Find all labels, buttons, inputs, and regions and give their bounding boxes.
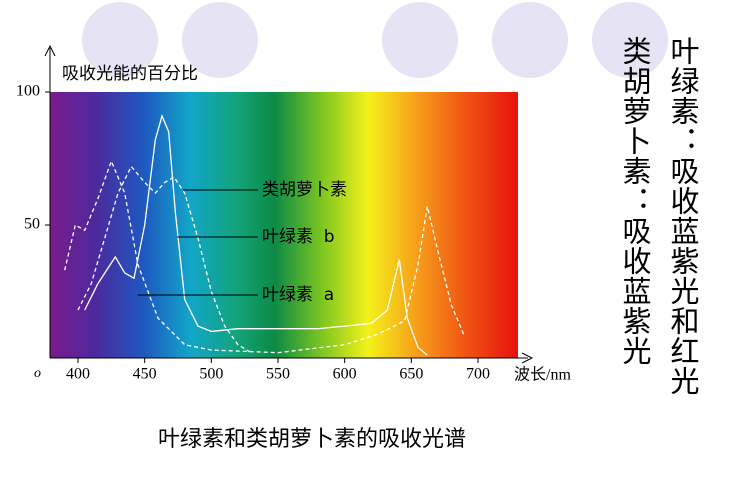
decor-circles [82, 2, 668, 78]
x-tick-label: 500 [199, 366, 223, 383]
y-arrow [44, 44, 56, 57]
y-tick-label: 50 [24, 216, 40, 233]
spectrum-line [64, 159, 466, 354]
series-label: 类胡萝卜素 [262, 180, 347, 200]
origin-label: o [34, 366, 41, 381]
series-label: 叶绿素 a [262, 285, 334, 305]
annotation: 叶绿素：吸收蓝紫光和红光 [666, 36, 700, 396]
x-tick-label: 650 [399, 366, 423, 383]
x-arrow [521, 352, 534, 364]
x-tick-label: 450 [133, 366, 157, 383]
spectrum-line [77, 165, 252, 354]
x-tick-label: 550 [266, 366, 290, 383]
y-axis-title: 吸收光能的百分比 [62, 64, 198, 84]
x-tick-label: 600 [333, 366, 357, 383]
series-label: 叶绿素 b [262, 227, 335, 247]
spectrum-background [50, 92, 518, 358]
annotation: 类胡萝卜素：吸收蓝紫光 [618, 36, 652, 366]
y-tick-label: 100 [16, 83, 40, 100]
caption: 叶绿素和类胡萝卜素的吸收光谱 [158, 427, 466, 452]
x-tick-label: 700 [466, 366, 490, 383]
spectrum-line [84, 113, 428, 356]
x-tick-label: 400 [66, 366, 90, 383]
x-axis-title: 波长/nm [514, 366, 571, 384]
